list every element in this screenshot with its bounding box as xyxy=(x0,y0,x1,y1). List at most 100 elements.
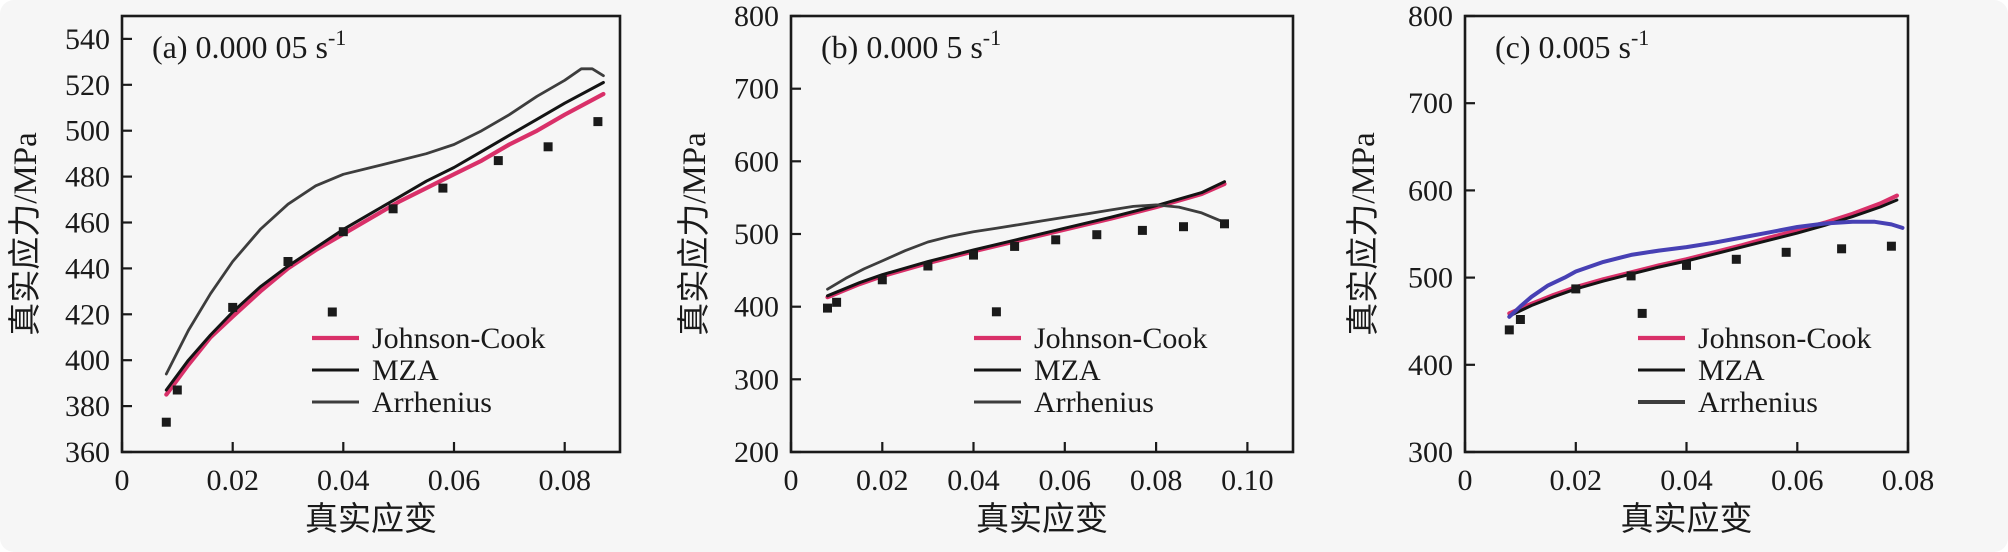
chart-panel-a: 0 0.02 0.04 0.06 0.08 360 380 400 420 440 460 480 50… xyxy=(0,0,669,552)
y-axis-tick-label: 460 xyxy=(65,207,110,240)
series-line-arrhenius xyxy=(826,203,1226,291)
experimental-data-point xyxy=(1637,308,1647,318)
experimental-data-point xyxy=(1010,241,1020,251)
y-axis-tick-label: 700 xyxy=(1408,87,1453,120)
experimental-data-point xyxy=(228,302,238,312)
plot-border xyxy=(120,14,622,454)
x-axis-tick-label: 0.04 xyxy=(947,464,1000,497)
x-axis-tick-label: 0.02 xyxy=(206,464,259,497)
experimental-data-point xyxy=(1571,284,1581,294)
series-line-mza xyxy=(826,180,1226,298)
y-axis-tick-label: 520 xyxy=(65,69,110,102)
chart-panel-b: 0 0.02 0.04 0.06 0.08 0.10 200 300 400 500 600 700 8… xyxy=(669,0,1338,552)
legend-label-johnson-cook: Johnson-Cook xyxy=(372,322,545,355)
legend-label-arrhenius: Arrhenius xyxy=(1698,386,1818,419)
experimental-data-point xyxy=(388,204,398,214)
series-line-mza xyxy=(164,81,605,392)
experimental-data-point xyxy=(161,417,171,427)
experimental-data-point xyxy=(832,297,842,307)
series-line-johnson-cook xyxy=(164,91,606,397)
y-axis-label: 真实应力/MPa xyxy=(7,132,44,336)
x-axis-label: 真实应变 xyxy=(1621,501,1753,538)
y-axis-tick-label: 700 xyxy=(734,73,779,106)
experimental-data-point xyxy=(1051,235,1061,245)
y-axis-tick-label: 400 xyxy=(1408,349,1453,382)
x-axis-label: 真实应变 xyxy=(305,501,437,538)
y-axis-tick-label: 400 xyxy=(65,344,110,377)
x-axis-tick-label: 0.06 xyxy=(428,464,481,497)
legend-label-mza: MZA xyxy=(1698,354,1765,387)
x-axis-tick-label: 0.06 xyxy=(1771,464,1824,497)
y-axis-tick-label: 600 xyxy=(1408,174,1453,207)
x-axis-tick-label: 0 xyxy=(115,464,130,497)
y-axis-tick-label: 500 xyxy=(65,115,110,148)
x-axis-tick-label: 0 xyxy=(784,464,799,497)
legend-label-mza: MZA xyxy=(1034,354,1101,387)
y-axis-tick-label: 800 xyxy=(1408,0,1453,33)
x-axis-tick-label: 0.04 xyxy=(1660,464,1713,497)
y-axis-label: 真实应力/MPa xyxy=(676,132,713,336)
panel-title: (a) 0.000 05 s-1 xyxy=(152,25,346,65)
experimental-data-point xyxy=(543,142,553,152)
experimental-data-point xyxy=(1092,230,1102,240)
y-axis-tick-label: 800 xyxy=(734,0,779,33)
legend-label-arrhenius: Arrhenius xyxy=(372,386,492,419)
series-line-johnson-cook xyxy=(1507,193,1899,316)
legend-label-johnson-cook: Johnson-Cook xyxy=(1698,322,1871,355)
y-axis-tick-label: 200 xyxy=(734,436,779,469)
experimental-data-point xyxy=(1682,260,1691,270)
x-axis-tick-label: 0 xyxy=(1458,464,1473,497)
x-axis-tick-label: 0.08 xyxy=(1882,464,1935,497)
y-axis-tick-label: 380 xyxy=(65,390,110,423)
y-axis-tick-label: 300 xyxy=(1408,436,1453,469)
y-axis-tick-label: 360 xyxy=(65,436,110,469)
x-axis-tick-label: 0.02 xyxy=(1550,464,1603,497)
experimental-data-point xyxy=(923,261,933,271)
experimental-data-point xyxy=(1515,315,1525,324)
experimental-data-point xyxy=(969,250,978,260)
x-axis-tick-label: 0.10 xyxy=(1221,464,1274,497)
y-axis-tick-label: 600 xyxy=(734,145,779,178)
chart-b-canvas: 0 0.02 0.04 0.06 0.08 0.10 200 300 400 500 600 700 8… xyxy=(676,0,1295,538)
experimental-data-point xyxy=(593,117,603,127)
experimental-data-point xyxy=(1220,219,1229,229)
panel-title: (b) 0.000 5 s-1 xyxy=(821,25,1001,65)
experimental-data-point xyxy=(1837,244,1847,254)
y-axis-label: 真实应力/MPa xyxy=(1345,132,1382,336)
legend-label-johnson-cook: Johnson-Cook xyxy=(1034,322,1207,355)
chart-c-canvas: 0 0.02 0.04 0.06 0.08 300 400 500 600 700 800 (c) 0… xyxy=(1345,0,1935,538)
chart-panel-c: 0 0.02 0.04 0.06 0.08 300 400 500 600 700 800 (c) 0… xyxy=(1338,0,2007,552)
y-axis-tick-label: 500 xyxy=(734,218,779,251)
experimental-data-point xyxy=(438,183,448,193)
experimental-data-point xyxy=(338,227,348,237)
experimental-data-point xyxy=(493,156,503,166)
y-axis-tick-label: 540 xyxy=(65,23,110,56)
series-line-arrhenius xyxy=(164,67,605,376)
experimental-data-point xyxy=(172,385,182,395)
x-axis-tick-label: 0.06 xyxy=(1039,464,1092,497)
experimental-data-point xyxy=(327,307,337,317)
panel-title: (c) 0.005 s-1 xyxy=(1495,25,1649,65)
series-line-johnson-cook xyxy=(825,181,1227,300)
y-axis-tick-label: 420 xyxy=(65,298,110,331)
experimental-data-point xyxy=(1137,225,1147,235)
x-axis-tick-label: 0.08 xyxy=(1130,464,1183,497)
experimental-data-point xyxy=(877,275,887,285)
experimental-data-point xyxy=(1626,271,1636,281)
x-axis-tick-label: 0.02 xyxy=(856,464,909,497)
y-axis-tick-label: 440 xyxy=(65,252,110,285)
y-axis-tick-label: 480 xyxy=(65,161,110,194)
experimental-data-point xyxy=(283,257,293,266)
chart-a-canvas: 0 0.02 0.04 0.06 0.08 360 380 400 420 440 460 480 50… xyxy=(7,14,622,538)
experimental-data-point xyxy=(1781,247,1791,257)
plot-border xyxy=(1463,14,1910,454)
experimental-data-point xyxy=(1504,325,1514,335)
y-axis-tick-label: 500 xyxy=(1408,262,1453,295)
experimental-data-point xyxy=(1179,222,1188,232)
x-axis-tick-label: 0.08 xyxy=(538,464,591,497)
x-axis-label: 真实应变 xyxy=(976,501,1108,538)
legend-label-arrhenius: Arrhenius xyxy=(1034,386,1154,419)
x-axis-tick-label: 0.04 xyxy=(317,464,370,497)
experimental-data-point xyxy=(1886,241,1896,251)
experimental-data-point xyxy=(1731,254,1741,264)
